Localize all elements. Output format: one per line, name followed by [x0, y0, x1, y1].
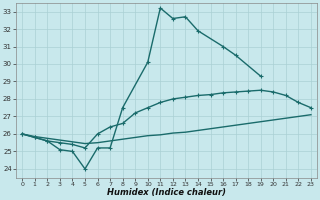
X-axis label: Humidex (Indice chaleur): Humidex (Indice chaleur)	[107, 188, 226, 197]
